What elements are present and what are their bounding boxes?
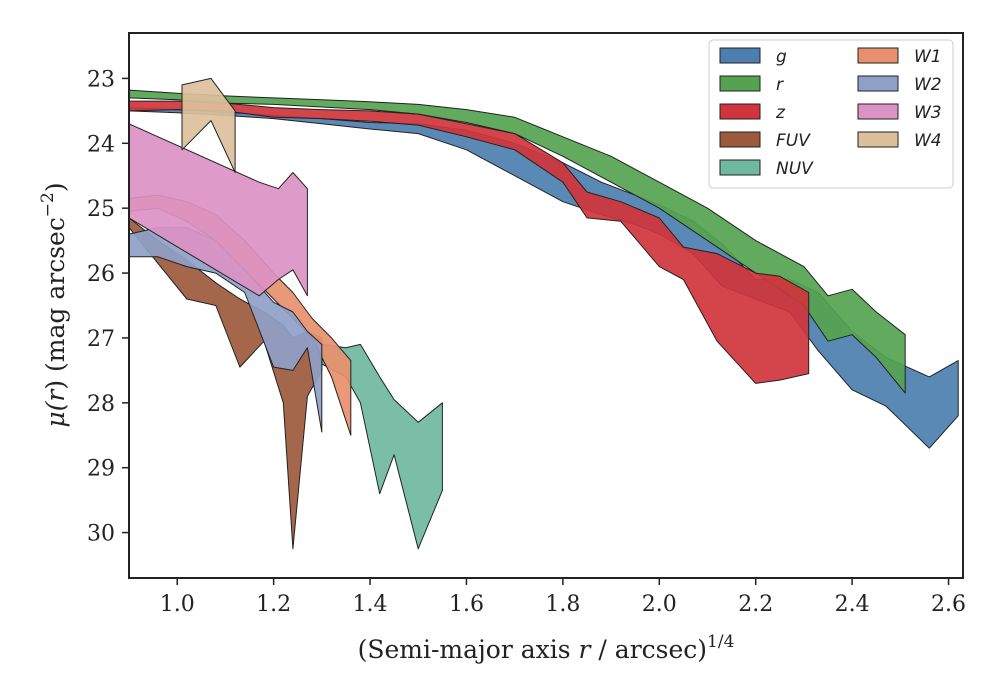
y-tick-label: 25 — [87, 197, 115, 222]
legend-swatch — [719, 159, 761, 176]
legend-swatch — [857, 103, 899, 120]
legend-label: r — [776, 75, 784, 95]
y-tick-label: 26 — [87, 262, 115, 287]
y-axis-label: μ(r) (mag arcsec−2) — [38, 182, 70, 427]
y-axis: 23 24 25 26 27 28 29 30 — [87, 67, 129, 547]
legend-swatch — [857, 75, 899, 92]
legend-label: NUV — [776, 159, 814, 179]
x-tick-label: 1.0 — [160, 592, 195, 617]
legend-swatch — [719, 131, 761, 148]
x-tick-label: 2.2 — [738, 592, 773, 617]
band-z — [128, 100, 810, 384]
band-w3 — [128, 123, 308, 297]
x-tick-label: 2.0 — [642, 592, 677, 617]
legend-swatch — [857, 131, 899, 148]
legend-label: W1 — [914, 47, 942, 67]
legend-swatch — [857, 47, 899, 64]
legend-label: FUV — [776, 131, 811, 151]
y-tick-label: 29 — [87, 457, 115, 482]
x-axis-label: (Semi-major axis r / arcsec)1/4 — [358, 632, 735, 664]
y-tick-label: 30 — [87, 522, 115, 547]
x-tick-label: 1.8 — [545, 592, 580, 617]
x-tick-label: 2.6 — [931, 592, 966, 617]
legend: grz FUV NUV W1 W2 W3 W4 — [708, 39, 954, 189]
legend-swatch — [719, 103, 761, 120]
x-tick-label: 2.4 — [835, 592, 870, 617]
y-tick-label: 28 — [87, 392, 115, 417]
axes-frame — [128, 32, 964, 579]
legend-label: z — [775, 103, 786, 123]
x-tick-label: 1.6 — [449, 592, 484, 617]
legend-label: W3 — [914, 103, 942, 123]
band-r — [128, 89, 906, 394]
x-axis: 1.0 1.2 1.4 1.6 1.8 2.0 2.2 2.4 2.6 — [160, 578, 966, 617]
legend-label: g — [776, 47, 787, 67]
legend-swatch — [719, 47, 761, 64]
x-tick-label: 1.2 — [256, 592, 291, 617]
legend-label: W4 — [914, 131, 942, 151]
y-tick-label: 23 — [87, 67, 115, 92]
legend-swatch — [719, 75, 761, 92]
legend-label: W2 — [914, 75, 942, 95]
x-tick-label: 1.4 — [353, 592, 388, 617]
band-w4 — [181, 77, 236, 173]
series-bands — [128, 77, 959, 550]
y-tick-label: 24 — [87, 132, 115, 157]
y-tick-label: 27 — [87, 327, 115, 352]
